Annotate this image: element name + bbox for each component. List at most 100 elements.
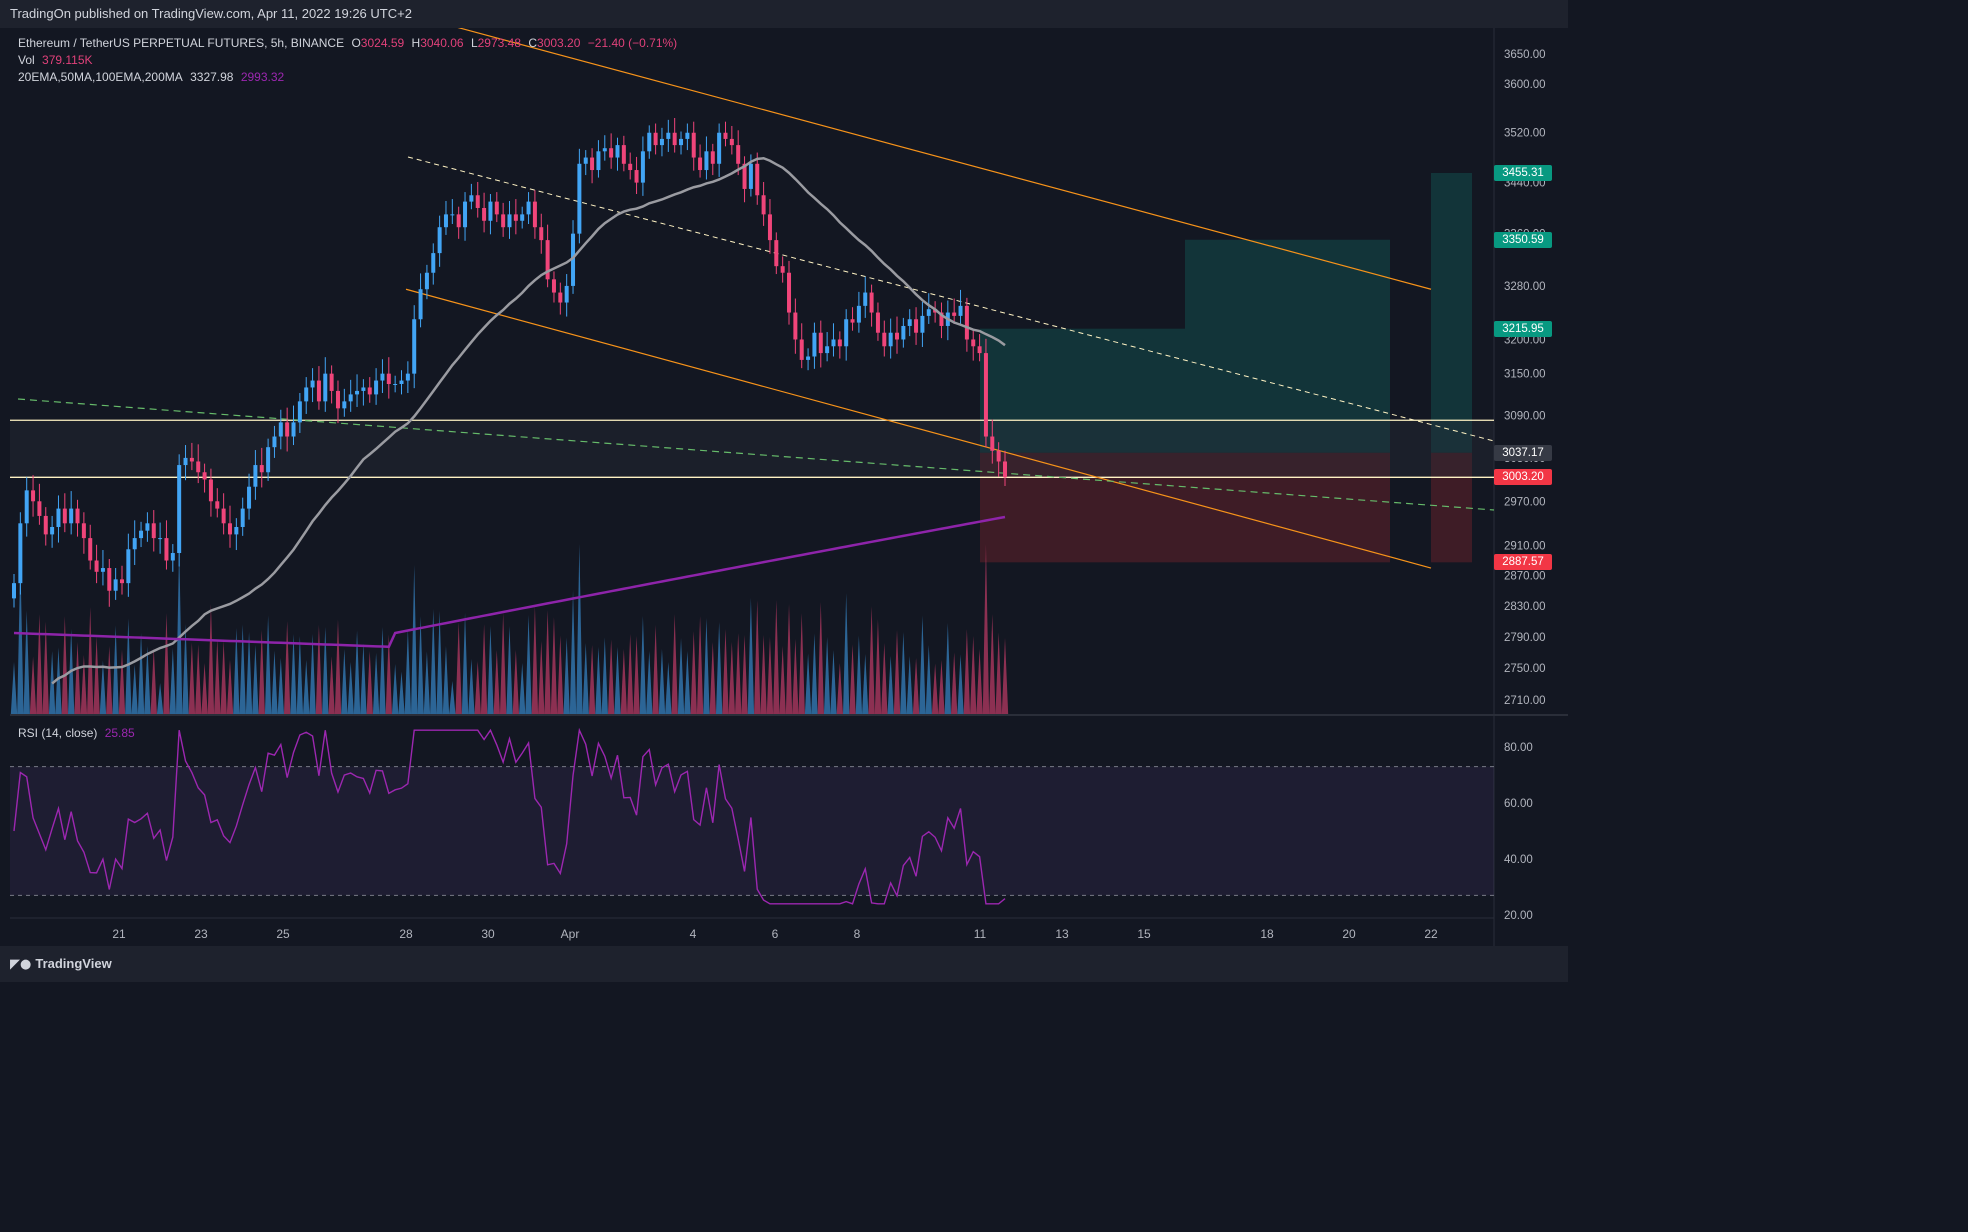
- change-value: −21.40 (−0.71%): [587, 36, 678, 50]
- position-target-zone: [980, 328, 1185, 453]
- tradingview-logo[interactable]: ◤● TradingView: [10, 956, 112, 972]
- volume-bar: [862, 654, 869, 714]
- candle-body: [698, 157, 703, 171]
- candle-body: [679, 138, 684, 146]
- candle-body: [742, 163, 747, 189]
- candle-body: [221, 508, 226, 524]
- candle-body: [24, 490, 29, 524]
- candle-body: [704, 151, 709, 171]
- candle-body: [50, 526, 55, 535]
- time-tick-label: 13: [1055, 927, 1069, 941]
- volume-bar: [906, 656, 913, 714]
- symbol-legend: Ethereum / TetherUS PERPETUAL FUTURES, 5…: [18, 36, 681, 50]
- candle-body: [266, 447, 271, 473]
- candle-body: [424, 272, 429, 290]
- candle-body: [564, 285, 569, 303]
- candle-body: [691, 132, 696, 158]
- time-tick-label: 21: [112, 927, 126, 941]
- candle-body: [983, 353, 988, 437]
- candle-body: [590, 157, 595, 171]
- time-tick-label: 18: [1260, 927, 1274, 941]
- volume-bar: [881, 643, 888, 714]
- dashed-support-line: [17, 398, 1495, 511]
- support-zone: [10, 420, 1494, 478]
- candle-body: [469, 195, 474, 202]
- candle-body: [634, 170, 639, 183]
- volume-bar: [912, 658, 920, 714]
- candle-body: [895, 332, 900, 340]
- candle-body: [787, 272, 792, 313]
- volume-bar: [741, 635, 748, 714]
- candle-body: [615, 145, 620, 158]
- volume-bar: [696, 616, 704, 714]
- candle-body: [501, 214, 506, 228]
- candle-body: [971, 339, 976, 347]
- volume-bar: [42, 621, 49, 714]
- volume-bar: [201, 663, 208, 714]
- candle-body: [132, 538, 137, 550]
- volume-bar: [735, 633, 742, 714]
- candle-body: [437, 227, 442, 254]
- volume-bar: [264, 615, 272, 714]
- volume-bar: [982, 544, 990, 714]
- volume-bar: [970, 636, 977, 714]
- candle-body: [882, 332, 887, 347]
- volume-bar: [296, 636, 304, 714]
- candle-body: [825, 346, 830, 354]
- candle-body: [1003, 461, 1007, 478]
- volume-bar: [722, 629, 729, 714]
- candle-body: [901, 325, 906, 340]
- volume-bar: [792, 639, 799, 714]
- candle-body: [18, 523, 23, 584]
- volume-bar: [309, 634, 316, 714]
- candle-body: [996, 450, 1001, 462]
- volume-bar: [87, 607, 94, 714]
- volume-bar: [538, 641, 545, 714]
- volume-bar: [283, 621, 291, 714]
- open-value: 3024.59: [360, 36, 405, 50]
- candle-body: [88, 538, 93, 561]
- volume-bar: [341, 649, 348, 714]
- low-value: 2973.48: [477, 36, 522, 50]
- volume-bar: [468, 659, 475, 714]
- candle-body: [329, 373, 334, 391]
- price-tick-label: 3600.00: [1504, 79, 1546, 91]
- candle-body: [113, 579, 118, 591]
- volume-bar: [830, 650, 837, 714]
- volume-bar: [150, 648, 157, 714]
- volume-bar: [220, 641, 227, 714]
- price-tick-label: 3200.00: [1504, 334, 1546, 346]
- candle-body: [914, 319, 919, 333]
- candle-body: [475, 195, 480, 208]
- candle-body: [145, 523, 150, 531]
- candle-body: [799, 339, 804, 360]
- candle-body: [729, 138, 734, 146]
- candle-body: [767, 214, 772, 241]
- volume-bar: [61, 616, 68, 714]
- volume-bar: [93, 636, 100, 714]
- candle-body: [310, 380, 315, 388]
- price-chart[interactable]: 3650.003600.003520.003440.003360.003280.…: [0, 0, 1568, 982]
- volume-bar: [499, 613, 507, 714]
- volume-bar: [938, 660, 945, 714]
- candle-body: [850, 319, 855, 323]
- candle-body: [818, 332, 823, 354]
- high-label: H: [411, 36, 421, 50]
- volume-bar: [207, 604, 215, 714]
- time-tick-label: 15: [1137, 927, 1151, 941]
- volume-bar: [665, 662, 672, 714]
- volume-bar: [531, 606, 539, 714]
- volume-bar: [271, 650, 278, 714]
- volume-bar: [760, 635, 767, 714]
- volume-bar: [976, 649, 983, 714]
- candle-body: [335, 390, 340, 409]
- volume-bar: [36, 614, 43, 714]
- candle-body: [774, 240, 779, 267]
- rsi-tick-label: 80.00: [1504, 742, 1533, 754]
- volume-bar: [74, 642, 81, 714]
- candle-body: [685, 132, 690, 139]
- ma-label: 20EMA,50MA,100EMA,200MA: [18, 70, 183, 84]
- volume-bar: [99, 660, 107, 714]
- volume-bar: [239, 624, 246, 714]
- candle-body: [56, 508, 61, 527]
